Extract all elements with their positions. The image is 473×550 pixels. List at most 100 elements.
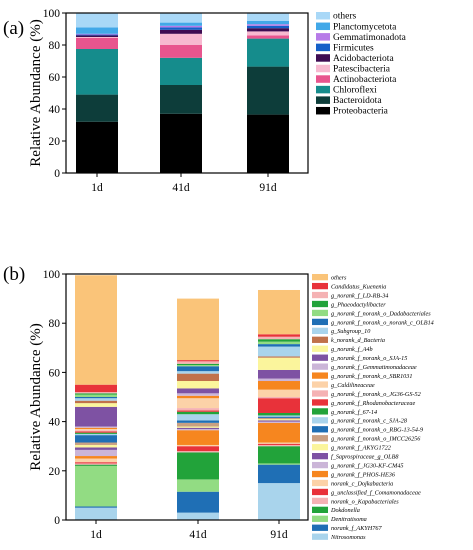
bar-segment: [258, 483, 300, 520]
bar-segment: [75, 464, 117, 466]
legend-swatch: [312, 488, 328, 496]
bar-segment: [75, 426, 117, 428]
bar-segment: [76, 37, 118, 49]
legend-swatch: [312, 426, 328, 433]
legend-swatch: [312, 497, 328, 505]
legend-swatch: [316, 64, 330, 73]
legend-swatch: [312, 291, 328, 299]
bar-segment: [76, 49, 118, 95]
bar-segment: [177, 426, 219, 428]
bar-segment: [258, 381, 300, 390]
x-tick-label: 41d: [189, 529, 207, 541]
bar-segment: [258, 422, 300, 443]
bar-segment: [177, 451, 219, 453]
y-tick-label: 100: [43, 269, 61, 281]
legend-label: k_norank_d_Bacteria: [331, 337, 385, 344]
bar-segment: [75, 406, 117, 427]
y-tick-label: 60: [49, 72, 61, 84]
bar-segment: [75, 442, 117, 445]
bar-segment: [258, 464, 300, 484]
legend-label: others: [333, 12, 357, 22]
bar-segment: [258, 446, 300, 464]
bar-segment: [258, 356, 300, 358]
legend-swatch: [312, 274, 328, 281]
bar-segment: [75, 427, 117, 429]
legend-swatch: [316, 106, 330, 115]
legend-label: g_unclassified_f_Comamonadaceae: [331, 489, 421, 496]
y-axis-label: Relative Abundance (%): [28, 19, 44, 166]
legend-label: f_Saprospiraceae_g_OLB8: [331, 454, 399, 461]
legend-label: norank_f_AKYH767: [331, 525, 382, 532]
bar-segment: [258, 336, 300, 340]
legend-label: Patescibacteria: [333, 64, 391, 74]
bar-segment: [160, 113, 202, 173]
bar-segment: [75, 403, 117, 407]
bar-segment: [258, 444, 300, 447]
bar-segment: [75, 393, 117, 395]
legend-label: norank_c_Dojkabacteria: [331, 480, 393, 487]
bar-segment: [177, 365, 219, 367]
axis-frame: [65, 273, 309, 521]
legend-swatch: [312, 470, 328, 478]
bar-segment: [258, 346, 300, 357]
bar-segment: [258, 389, 300, 397]
axis-frame: [65, 12, 309, 174]
bar-segment: [258, 463, 300, 465]
bar-segment: [258, 415, 300, 417]
legend-swatch: [312, 282, 328, 290]
bar-segment: [177, 388, 219, 394]
bar-segment: [75, 462, 117, 464]
y-tick-label: 40: [49, 104, 61, 116]
legend-label: Planctomycetota: [333, 22, 397, 32]
bar-segment: [247, 114, 289, 173]
bar-segment: [258, 412, 300, 416]
bar-segment: [177, 393, 219, 396]
bar-segment: [177, 444, 219, 447]
bar-segment: [258, 419, 300, 421]
bar-segment: [247, 25, 289, 29]
y-tick-label: 100: [43, 8, 61, 20]
bar-segment: [258, 397, 300, 399]
legend-swatch: [316, 12, 330, 20]
bar-segment: [258, 344, 300, 347]
legend-label: g_norank_f_norank_c_SJA-28: [331, 418, 408, 425]
bar-segment: [76, 27, 118, 34]
bar-segment: [75, 400, 117, 404]
bar-segment: [258, 339, 300, 342]
bar-segment: [75, 447, 117, 450]
legend-swatch: [312, 354, 328, 361]
x-tick-label: 1d: [90, 529, 102, 541]
bar-segment: [258, 417, 300, 420]
legend-swatch: [312, 506, 328, 513]
legend-swatch: [312, 363, 328, 370]
bar-segment: [75, 275, 117, 385]
bar-segment: [177, 366, 219, 372]
bar-segment: [75, 506, 117, 508]
bar-segment: [258, 289, 300, 335]
bar-segment: [177, 363, 219, 366]
bar-segment: [76, 35, 118, 37]
legend-swatch: [312, 300, 328, 308]
bar-segment: [177, 298, 219, 361]
y-tick-label: 0: [54, 515, 60, 527]
legend-swatch: [312, 533, 328, 540]
bar-segment: [160, 22, 202, 26]
bar-segment: [177, 430, 219, 445]
bar-segment: [247, 28, 289, 32]
legend-label: g_norank_f_norank_o_JG36-GS-52: [331, 391, 421, 398]
y-tick-label: 80: [49, 40, 61, 52]
legend-label: g_norank_f_norank_o_Dadabacteriales: [331, 310, 431, 317]
bar-segment: [76, 121, 118, 173]
bar-segment: [177, 410, 219, 412]
panel-label: (a): [3, 18, 24, 39]
legend-label: g_norank_f_Rhodanobacteraceae: [331, 400, 415, 407]
bar-segment: [160, 13, 202, 23]
bar-segment: [160, 25, 202, 28]
legend-label: g_norank_f_norank_o_SBR1031: [331, 373, 412, 380]
legend-label: g_Subgroup_10: [331, 328, 371, 335]
bar-segment: [76, 37, 118, 38]
bar-segment: [75, 449, 117, 457]
x-tick-label: 1d: [91, 182, 103, 194]
y-tick-label: 20: [49, 466, 61, 478]
legend-swatch: [312, 524, 328, 531]
